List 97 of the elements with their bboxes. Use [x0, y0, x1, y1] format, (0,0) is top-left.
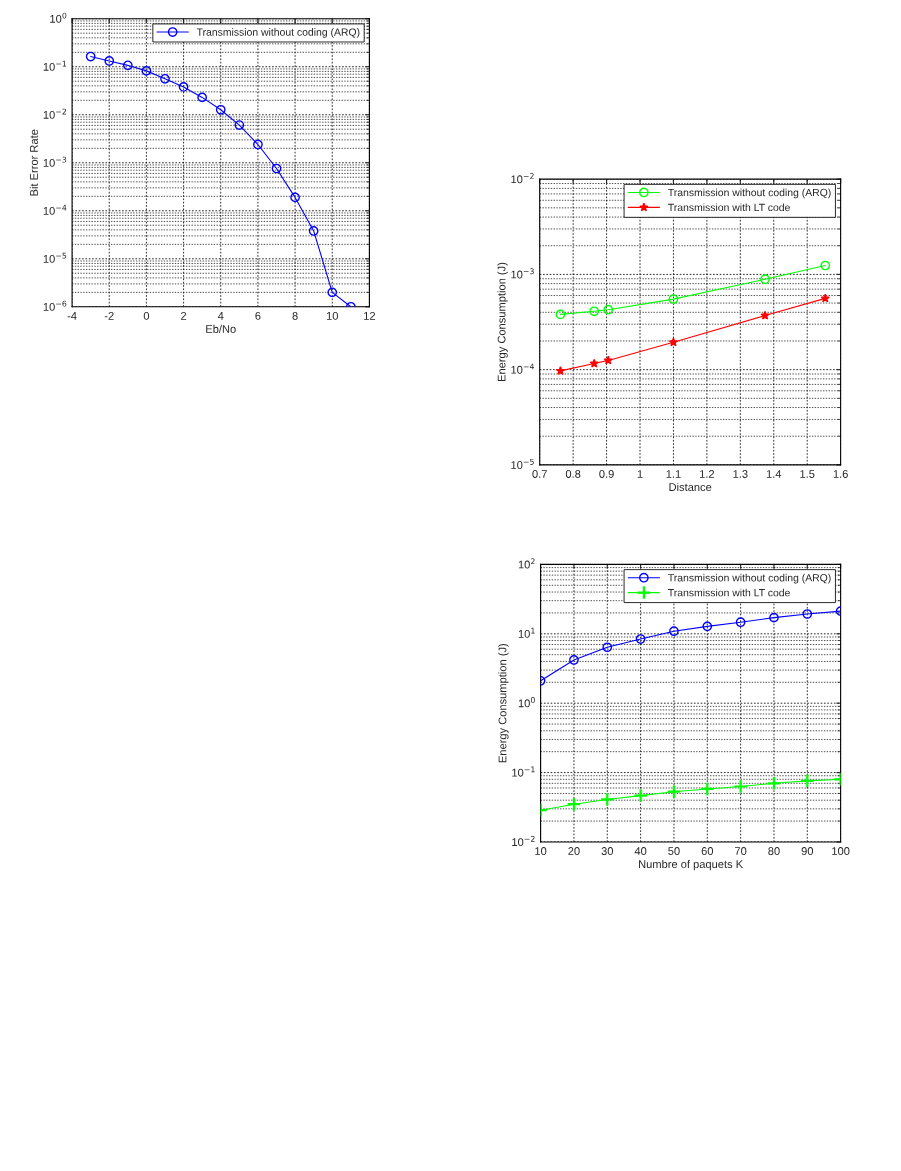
x-tick-label: -4 — [67, 312, 77, 320]
y-tick-label: 10$^{−2}$ — [511, 173, 534, 184]
x-axis-title: Numbre of paquets K — [639, 859, 743, 871]
x-tick-label: 0.9 — [599, 470, 614, 478]
x-tick-label: 6 — [255, 311, 261, 320]
x-tick-label: 0 — [143, 311, 150, 320]
legend-label: Transmission without coding (ARQ) — [668, 573, 831, 584]
x-tick-label: 1.2 — [700, 470, 715, 478]
point — [820, 260, 831, 271]
point — [160, 73, 170, 84]
x-tick-label: 0.7 — [532, 470, 547, 478]
point — [802, 609, 813, 619]
x-tick-label: 40 — [634, 847, 647, 855]
point — [178, 82, 189, 92]
point — [566, 796, 582, 812]
x-tick-label: 50 — [668, 847, 680, 855]
point — [760, 274, 770, 285]
x-tick-label: 12 — [364, 311, 376, 320]
y-tick-label: 10$^{−1}$ — [512, 766, 535, 777]
y-tick-label: 10$^{−2}$ — [43, 108, 67, 119]
legend-label: Transmission with LT code — [668, 203, 790, 212]
x-axis-title: Eb/No — [206, 324, 236, 333]
point — [589, 306, 600, 317]
y-tick-label: 10$^{0}$ — [50, 12, 67, 23]
point — [669, 626, 679, 637]
x-tick-label: 30 — [601, 847, 614, 855]
point — [599, 792, 615, 807]
point — [141, 66, 152, 76]
x-tick-label: 10 — [326, 311, 338, 320]
point — [699, 781, 715, 797]
point — [555, 309, 566, 320]
y-tick-label: 10$^{2}$ — [518, 558, 535, 569]
x-tick-label: 4 — [217, 312, 224, 320]
point — [633, 788, 648, 803]
x-tick-label: 100 — [832, 847, 850, 855]
point — [733, 779, 748, 794]
x-tick-label: 1.6 — [833, 470, 848, 478]
legend-label: Transmission without coding (ARQ) — [668, 188, 831, 199]
point — [85, 51, 96, 62]
y-tick-label: 10$^{1}$ — [518, 627, 535, 638]
point — [668, 294, 679, 304]
point — [122, 60, 133, 71]
point — [234, 120, 245, 130]
point — [104, 56, 115, 66]
point — [271, 163, 282, 174]
x-tick-label: 2 — [181, 311, 187, 320]
x-tick-label: 1.3 — [733, 470, 748, 478]
x-tick-label: 1.4 — [766, 470, 782, 478]
legend-label: Transmission without coding (ARQ) — [196, 28, 360, 38]
y-tick-label: 10$^{−4}$ — [43, 204, 67, 215]
x-tick-label: 1 — [637, 470, 643, 478]
point — [820, 293, 830, 303]
point — [327, 287, 338, 298]
point — [668, 337, 679, 347]
point — [702, 621, 713, 632]
point — [602, 642, 613, 653]
point — [555, 366, 566, 375]
x-tick-label: 1.5 — [800, 470, 815, 478]
x-tick-label: -2 — [104, 311, 114, 320]
point — [799, 773, 815, 789]
y-tick-label: 10$^{−2}$ — [512, 835, 535, 846]
point — [635, 634, 646, 644]
y-tick-label: 10$^{−4}$ — [511, 363, 534, 374]
point — [197, 92, 208, 103]
y-axis-title: Energy Consumption (J) — [498, 643, 509, 763]
x-tick-label: 90 — [801, 847, 814, 855]
x-axis-title: Distance — [669, 482, 712, 492]
y-tick-label: 10$^{−5}$ — [511, 458, 534, 469]
x-tick-label: 20 — [568, 847, 580, 855]
y-tick-label: 10$^{−1}$ — [43, 60, 67, 71]
point — [735, 617, 746, 628]
point — [253, 139, 263, 150]
x-tick-label: 0.8 — [565, 470, 581, 478]
point — [769, 612, 779, 623]
point — [666, 784, 682, 800]
point — [569, 655, 579, 665]
legend-label: Transmission with LT code — [668, 588, 790, 597]
y-tick-label: 10$^{−3}$ — [511, 268, 534, 279]
x-tick-label: 8 — [292, 311, 298, 320]
y-axis-title: Energy Consumption (J) — [497, 262, 508, 382]
point — [290, 192, 300, 203]
point — [603, 355, 613, 365]
x-tick-label: 1.1 — [666, 470, 681, 478]
x-tick-label: 70 — [735, 847, 747, 855]
point — [589, 358, 599, 368]
point — [215, 104, 226, 115]
point — [766, 775, 782, 791]
y-axis-title: Bit Error Rate — [29, 129, 38, 196]
y-tick-label: 10$^{−6}$ — [43, 300, 67, 311]
point — [308, 226, 319, 236]
y-tick-label: 10$^{−5}$ — [43, 252, 67, 263]
point — [603, 304, 614, 315]
x-tick-label: 80 — [768, 847, 780, 855]
y-tick-label: 10$^{0}$ — [518, 697, 535, 708]
x-tick-label: 10 — [535, 847, 547, 855]
x-tick-label: 60 — [701, 847, 714, 855]
y-tick-label: 10$^{−3}$ — [43, 156, 67, 167]
